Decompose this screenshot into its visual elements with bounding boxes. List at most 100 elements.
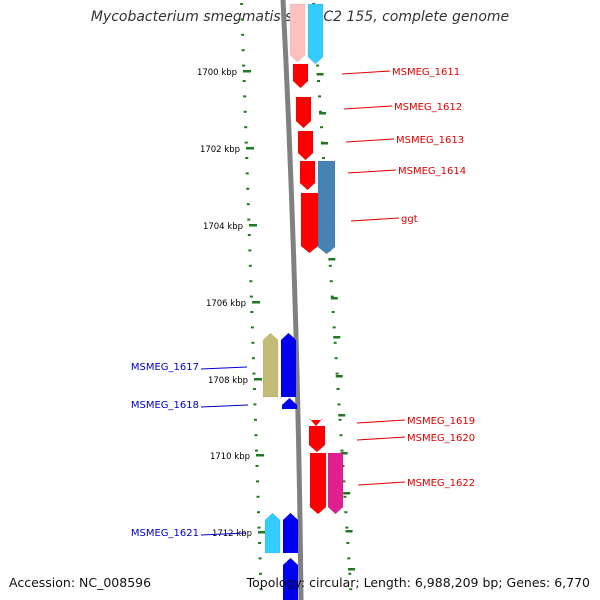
accession-text: Accession: NC_008596 (9, 575, 152, 590)
leader-line (200, 366, 248, 370)
leader-line (350, 217, 400, 222)
major-tick (254, 378, 262, 381)
gene-msmeg-1618 (281, 397, 298, 410)
tick-mark (241, 49, 245, 52)
tick-mark (316, 64, 320, 67)
gene-cyan (307, 3, 324, 65)
major-tick (345, 530, 353, 533)
major-tick (319, 112, 327, 115)
major-tick (252, 301, 260, 304)
gene-label: MSMEG_1622 (407, 478, 475, 489)
tick-mark (242, 80, 246, 82)
tick-mark (336, 388, 340, 390)
tick-mark (251, 341, 255, 344)
major-tick (320, 142, 328, 145)
tick-mark (240, 3, 244, 5)
tick-mark (345, 526, 349, 529)
tick-mark (319, 110, 323, 113)
tick-mark (245, 157, 249, 159)
major-tick (243, 70, 251, 73)
tick-mark (249, 295, 253, 298)
major-tick (330, 297, 338, 300)
tick-mark (254, 449, 258, 452)
leader-line (341, 70, 391, 75)
leader-line (357, 481, 406, 486)
kbp-label: 1700 kbp (197, 68, 237, 78)
gene-msmeg-1621 (282, 512, 299, 554)
leader-line (345, 138, 395, 143)
tick-mark (259, 588, 263, 591)
topology-text: Topology: circular; Length: 6,988,209 bp… (246, 575, 590, 590)
gene-steel (317, 160, 336, 255)
tick-mark (246, 203, 250, 206)
gene-msmeg-1617 (280, 332, 297, 398)
gene-pink (289, 3, 306, 63)
tick-mark (254, 434, 258, 437)
tick-marks-left (240, 3, 266, 591)
gene-blue-lower (282, 557, 299, 600)
tick-mark (335, 372, 339, 375)
gene-magenta (327, 452, 344, 515)
tick-mark (331, 311, 335, 313)
tick-mark (250, 311, 254, 313)
tick-mark (259, 572, 263, 575)
kbp-label: 1706 kbp (206, 299, 246, 309)
tick-mark (339, 434, 343, 437)
leader-line (347, 169, 397, 174)
major-tick (340, 452, 348, 455)
tick-mark (317, 80, 321, 82)
kbp-label: 1702 kbp (200, 145, 240, 155)
tick-mark (342, 480, 346, 483)
gene-label: MSMEG_1613 (396, 135, 464, 146)
tick-mark (256, 495, 260, 498)
gene-cyan-lower (264, 512, 281, 554)
tick-mark (319, 126, 323, 129)
gene-msmeg-1611 (292, 63, 309, 89)
tick-mark (240, 18, 244, 21)
major-tick (343, 492, 351, 495)
tick-mark (346, 542, 350, 544)
gene-msmeg-1613 (297, 130, 314, 161)
tick-mark (329, 280, 333, 283)
gene-msmeg-1620 (308, 425, 326, 453)
tick-mark (243, 110, 247, 113)
tick-mark (249, 280, 253, 283)
major-tick (258, 531, 266, 534)
major-tick (249, 224, 257, 227)
tick-mark (257, 526, 261, 529)
leader-line (356, 419, 406, 424)
leader-line (343, 105, 393, 110)
tick-mark (248, 264, 252, 267)
tick-mark (245, 172, 249, 175)
tick-mark (338, 418, 342, 421)
tick-mark (250, 326, 254, 329)
tick-mark (318, 95, 322, 98)
gene-label: MSMEG_1611 (392, 67, 460, 78)
kbp-label: 1708 kbp (208, 376, 248, 386)
major-tick (316, 73, 324, 76)
gene-msmeg-1622 (309, 452, 327, 515)
gene-ggt (300, 192, 319, 254)
kbp-label: 1710 kbp (210, 452, 250, 462)
tick-mark (258, 557, 262, 560)
gene-label: MSMEG_1621 (131, 528, 199, 539)
gene-label: MSMEG_1618 (131, 400, 199, 411)
tick-mark (253, 418, 257, 421)
gene-label: MSMEG_1617 (131, 362, 199, 373)
tick-mark (247, 234, 251, 236)
major-tick (256, 454, 264, 457)
tick-mark (255, 465, 259, 467)
major-tick (335, 375, 343, 378)
gene-olive (262, 332, 279, 398)
gene-label: MSMEG_1619 (407, 416, 475, 427)
gene-label: MSMEG_1614 (398, 166, 466, 177)
tick-mark (340, 449, 344, 452)
tick-mark (246, 187, 250, 190)
tick-mark (257, 511, 261, 514)
tick-mark (330, 295, 334, 298)
gene-labels: MSMEG_1611 MSMEG_1612 MSMEG_1613 MSMEG_1614… (131, 67, 475, 539)
tick-mark (244, 126, 248, 129)
tick-mark (321, 157, 325, 159)
tick-mark (332, 326, 336, 329)
gene-msmeg-1614 (299, 160, 316, 191)
